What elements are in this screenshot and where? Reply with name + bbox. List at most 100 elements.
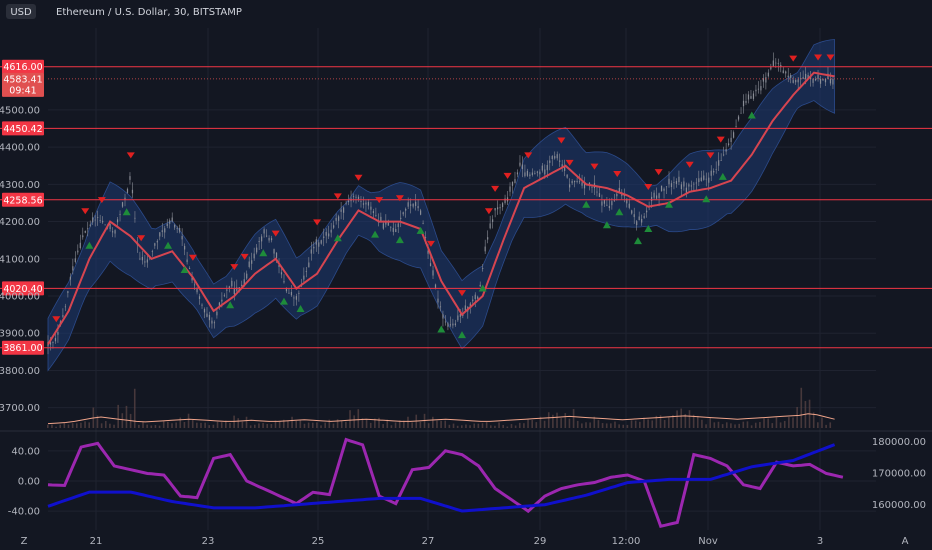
candle-body [752,93,755,99]
volume-bar [576,420,579,428]
volume-bar [494,425,496,428]
candle-body [114,230,116,234]
zoom-icon[interactable]: Z [21,536,28,547]
candle-body [181,235,183,240]
volume-bar [419,421,422,428]
buy-signal-marker [180,265,189,273]
currency-badge[interactable] [6,4,36,19]
volume-bar [456,425,459,428]
volume-bar [183,422,186,428]
candle-body [765,77,767,83]
level-tag[interactable] [2,340,44,355]
volume-bar [427,423,430,428]
candle-body [497,207,499,210]
candle-body [509,186,511,192]
candle-body [698,178,700,183]
volume-bar [382,424,384,428]
candle-body [526,170,529,176]
candle-body [213,322,216,324]
candle-body [154,243,156,246]
volume-bar [245,416,248,428]
volume-bar [407,416,409,428]
candle-body [275,252,278,259]
candle-body [663,188,665,191]
candle-body [827,73,829,79]
volume-bar [701,419,703,428]
volume-bar [581,423,583,428]
buy-signal-marker [333,234,342,242]
candle-body [109,223,111,229]
axes: 3700.00 3800.00 3900.00 4000.00 4100.00 4200.… [0,105,926,547]
level-tag[interactable] [2,59,44,74]
candle-body [805,73,807,79]
volume-bar [80,422,82,428]
candle-body [668,178,670,185]
volume-bar [506,426,509,428]
volume-bar [568,418,571,428]
level-tag[interactable] [2,281,44,296]
candle-body [72,266,74,271]
volume-bar [663,419,666,428]
volume-bar [510,424,513,428]
candle-body [740,112,742,114]
candle-body [800,78,802,80]
volume-bar [104,421,107,428]
osc-tick-label: -40.00 [8,507,40,518]
candle-body [263,229,265,234]
horizontal-levels[interactable]: 4616.00 4450.42 4258.56 4020.40 3861.00 4583.… [0,59,932,355]
candle-body [742,100,745,107]
sell-signal-marker [716,136,725,143]
sell-signal-marker [814,54,823,61]
buy-signal-marker [633,237,642,245]
candle-body [79,242,81,249]
oscillator-pane[interactable] [47,437,844,528]
candle-body [705,178,707,180]
price-tick-label: 4300.00 [0,180,40,191]
candle-body [516,172,519,175]
time-tick-label: 25 [312,536,325,547]
candle-body [777,62,779,64]
volume-bar [249,425,252,428]
volume-bar [125,405,128,428]
candle-body [685,187,687,193]
level-tag[interactable] [2,192,44,207]
candle-body [623,195,625,197]
candle-body [367,202,370,206]
signal-markers [52,54,835,339]
buy-signal-marker [458,331,466,339]
volume-bar [639,421,641,428]
level-tag[interactable] [2,121,44,136]
candle-body [134,217,136,219]
candle-body [144,261,146,263]
obv-tick-label: 170000.00 [872,469,926,480]
volume-bar [138,424,140,428]
candle-body [710,170,712,176]
sell-signal-marker [137,235,146,242]
sell-signal-marker [81,208,90,215]
candle-body [695,182,697,184]
candle-body [313,246,315,249]
candle-body [700,177,702,181]
candle-body [646,210,648,213]
candle-body [675,180,678,184]
volume-bar [597,420,600,428]
volume-bar [150,425,153,428]
sell-signal-marker [354,174,363,181]
volume-bar [465,424,467,428]
candle-body [121,202,124,207]
candle-body [683,181,685,187]
candle-body [536,171,538,173]
candle-body [534,173,536,174]
current-price-tag[interactable] [2,72,44,97]
auto-scale-icon[interactable]: A [902,536,909,547]
candle-body [422,223,424,224]
volume-bar [328,419,331,428]
buy-signal-marker [718,172,727,180]
volume-bar [225,420,227,428]
candle-body [298,293,300,294]
candle-body [596,191,598,193]
candle-body [380,216,382,223]
volume-bar [340,420,343,428]
candle-body [171,217,173,222]
